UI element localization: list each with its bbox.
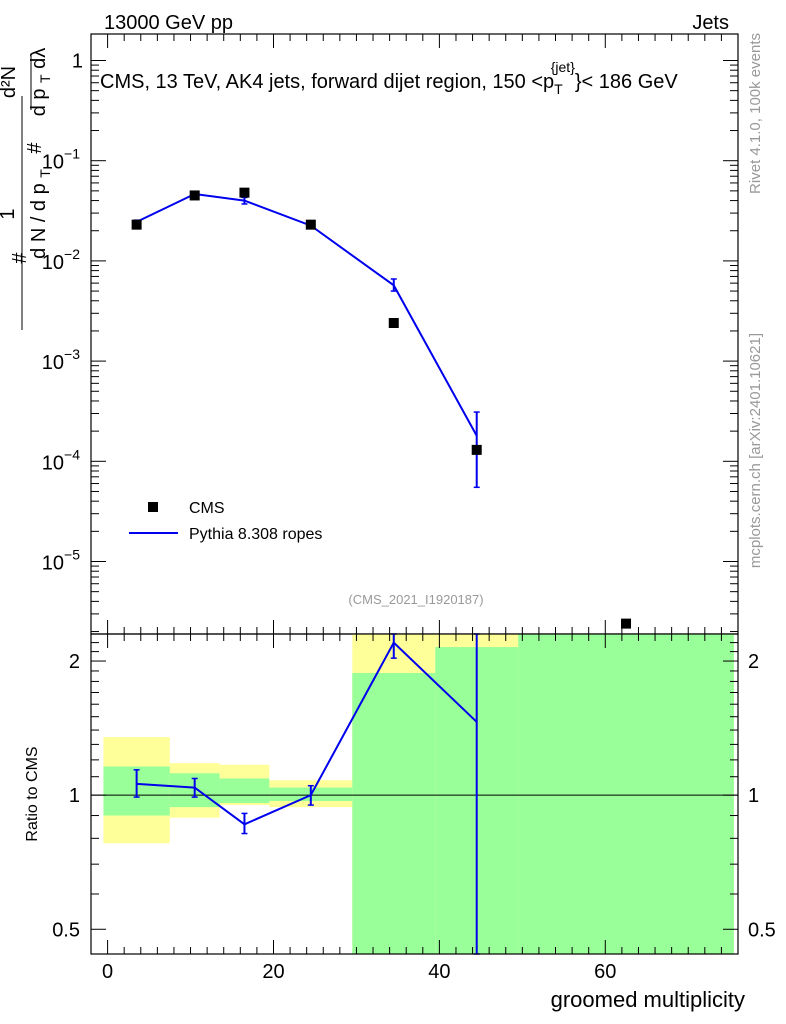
- x-axis-label: groomed multiplicity: [551, 987, 745, 1012]
- y-tick-exp: −3: [64, 346, 80, 362]
- cms-data-point: [388, 318, 399, 329]
- side-label-mcplots: mcplots.cern.ch [arXiv:2401.10621]: [747, 333, 764, 568]
- ratio-ticks: 0.5 0.51 12 20 20 40 60: [52, 634, 776, 983]
- ratio-ylabel: Ratio to CMS: [24, 746, 41, 841]
- y-tick-label: 10−2: [42, 246, 80, 274]
- ratio-frame: [90, 633, 739, 955]
- main-series: [131, 187, 632, 629]
- y-tick-exp: −5: [64, 547, 80, 563]
- main-panel: 110−110−210−310−410−5 CMS, 13 TeV, AK4 j…: [42, 33, 739, 635]
- y-tick-base: 10: [42, 352, 64, 374]
- y-tick-base: 10: [42, 553, 64, 575]
- y-tick-base: 10: [42, 452, 64, 474]
- y-tick-label: 10−3: [42, 346, 80, 374]
- legend-cms-marker: [148, 502, 158, 512]
- ratio-band-green: [352, 673, 436, 954]
- ylabel-num-top: d²N: [0, 66, 20, 98]
- x-tick-label: 20: [262, 961, 284, 983]
- y-tick-label: 10−5: [42, 547, 80, 575]
- y-tick-exp: −4: [64, 446, 80, 462]
- cms-data-point: [305, 219, 316, 230]
- cms-data-point: [239, 187, 250, 198]
- ratio-y-tick-label-right: 0.5: [748, 919, 776, 941]
- ylabel-hash: #: [9, 252, 31, 264]
- title-sub: T: [554, 81, 563, 97]
- title-post: }< 186 GeV: [575, 71, 679, 93]
- ratio-y-tick-label: 2: [69, 651, 80, 673]
- ylabel-denominator: d N / d p T: [28, 169, 53, 259]
- ratio-band-green: [518, 634, 734, 954]
- ylabel-den-sub: T: [37, 169, 53, 178]
- ratio-pythia-line: [136, 640, 478, 826]
- ratio-y-tick-label: 1: [69, 785, 80, 807]
- ylabel-num-sub: T: [37, 74, 53, 83]
- main-ticks: 110−110−210−310−410−5: [42, 34, 738, 634]
- analysis-id: (CMS_2021_I1920187): [348, 592, 483, 607]
- header-process: Jets: [692, 12, 729, 34]
- cms-data-point: [131, 219, 142, 230]
- ylabel-one: 1: [0, 208, 19, 219]
- cms-data-point: [189, 190, 200, 201]
- ylabel-num-bottom: d p T dλ: [28, 48, 53, 117]
- legend: CMS Pythia 8.308 ropes: [129, 500, 322, 543]
- ratio-y-tick-label-right: 1: [748, 785, 759, 807]
- x-tick-label: 40: [428, 961, 450, 983]
- y-tick-label: 10−4: [42, 446, 80, 474]
- pythia-line: [136, 192, 478, 437]
- title-pre: CMS, 13 TeV, AK4 jets, forward dijet reg…: [100, 71, 554, 93]
- main-title: CMS, 13 TeV, AK4 jets, forward dijet reg…: [100, 59, 678, 97]
- y-tick-label: 1: [72, 51, 83, 73]
- title-text: CMS, 13 TeV, AK4 jets, forward dijet reg…: [100, 59, 678, 97]
- legend-cms-label: CMS: [189, 500, 225, 517]
- header-energy: 13000 GeV pp: [104, 12, 233, 34]
- cms-data-point: [621, 618, 632, 629]
- y-tick-base: 10: [42, 152, 64, 174]
- legend-pythia-label: Pythia 8.308 ropes: [189, 526, 322, 543]
- x-tick-label: 0: [102, 961, 113, 983]
- y-tick-exp: −2: [64, 246, 80, 262]
- ylabel-num-hash: #: [24, 142, 46, 154]
- ratio-bands: [91, 634, 738, 954]
- ratio-y-tick-label: 0.5: [52, 919, 80, 941]
- ratio-panel: 0.5 0.51 12 20 20 40 60: [52, 633, 776, 983]
- y-tick-label: 10−1: [42, 146, 80, 174]
- title-sup: {jet}: [551, 59, 575, 75]
- side-label-rivet: Rivet 4.1.0, 100k events: [747, 33, 764, 194]
- y-tick-exp: −1: [64, 146, 80, 162]
- y-tick-base: 10: [42, 252, 64, 274]
- ylabel-num-post: dλ: [28, 48, 50, 75]
- ratio-y-tick-label-right: 2: [748, 651, 759, 673]
- main-frame: [90, 33, 739, 635]
- x-tick-label: 60: [594, 961, 616, 983]
- cms-data-point: [471, 444, 482, 455]
- ratio-band-green: [219, 778, 270, 804]
